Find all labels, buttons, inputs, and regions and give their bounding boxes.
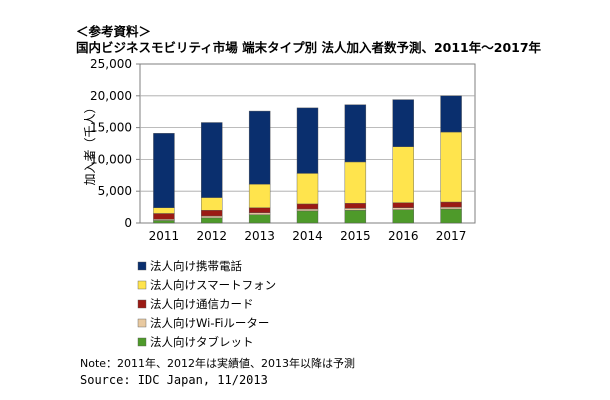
source-line: Source: IDC Japan, 11/2013 <box>80 373 268 387</box>
legend-entry: 法人向けWi-Fiルーター <box>150 316 269 330</box>
x-tick-label: 2016 <box>388 229 419 243</box>
legend-entry: 法人向けスマートフォン <box>150 278 276 292</box>
x-tick-label: 2012 <box>197 229 228 243</box>
bar-segment <box>153 133 175 208</box>
bar-segment <box>344 208 367 211</box>
legend-swatch <box>137 261 147 271</box>
bar-segment <box>296 208 319 212</box>
bar-segment <box>344 104 367 163</box>
stacked-bar-chart: 0 5,000 10,000 15,000 20,000 25,000 加入者（千人） 201… <box>83 57 476 349</box>
x-tick-label: 2011 <box>149 229 180 243</box>
bar-segment <box>248 207 271 214</box>
bar-segment <box>392 207 414 210</box>
legend-swatch <box>137 318 147 328</box>
bar-segment <box>392 99 414 147</box>
x-tick-label: 2017 <box>436 229 467 243</box>
reference-label: ＜参考資料＞ <box>76 24 152 39</box>
y-tick-label: 25,000 <box>90 57 132 71</box>
bar-segment <box>248 212 271 215</box>
legend-swatch <box>137 337 147 347</box>
x-tick-label: 2013 <box>244 229 275 243</box>
bar-segment <box>440 208 462 224</box>
bar-segment <box>201 197 223 211</box>
bar-segment <box>344 210 367 224</box>
legend-swatch <box>137 280 147 290</box>
footnote: Note：2011年、2012年は実績値、2013年以降は予測 <box>80 357 356 370</box>
bar-segment <box>153 220 175 224</box>
bar-segment <box>344 203 367 209</box>
y-axis-label: 加入者（千人） <box>83 101 97 185</box>
bar-segment <box>440 201 462 208</box>
bar-segment <box>344 161 367 204</box>
bar-segment <box>440 95 462 133</box>
bar-segment <box>201 217 223 224</box>
bar-segment <box>392 209 414 224</box>
bar-segment <box>248 110 271 185</box>
y-tick-label: 10,000 <box>90 152 132 166</box>
x-tick-label: 2015 <box>340 229 371 243</box>
bar-segment <box>153 207 175 214</box>
legend-swatch <box>137 299 147 309</box>
y-tick-label: 0 <box>124 216 132 230</box>
y-tick-label: 15,000 <box>90 121 132 135</box>
legend-entry: 法人向けタブレット <box>150 335 254 349</box>
legend-entry: 法人向け通信カード <box>150 297 254 311</box>
bar-segment <box>440 131 462 203</box>
bars <box>153 95 462 224</box>
bar-segment <box>296 173 319 205</box>
chart-title: 国内ビジネスモビリティ市場 端末タイプ別 法人加入者数予測、2011年～2017… <box>76 40 542 55</box>
bar-segment <box>392 146 414 203</box>
bar-segment <box>153 213 175 220</box>
bar-segment <box>248 214 271 224</box>
bar-segment <box>296 210 319 224</box>
bar-segment <box>248 184 271 208</box>
axes: 0 5,000 10,000 15,000 20,000 25,000 加入者（千人） 201… <box>83 57 466 243</box>
x-tick-label: 2014 <box>292 229 323 243</box>
y-tick-label: 20,000 <box>90 89 132 103</box>
bar-segment <box>440 206 462 210</box>
bar-segment <box>392 202 414 208</box>
bar-segment <box>201 210 223 217</box>
legend: 法人向け携帯電話法人向けスマートフォン法人向け通信カード法人向けWi-Fiルータ… <box>137 259 276 349</box>
bar-segment <box>201 122 223 198</box>
bar-segment <box>296 107 319 174</box>
y-tick-label: 5,000 <box>98 184 132 198</box>
bar-segment <box>296 203 319 210</box>
legend-entry: 法人向け携帯電話 <box>150 259 242 273</box>
bar-segment <box>201 215 223 219</box>
